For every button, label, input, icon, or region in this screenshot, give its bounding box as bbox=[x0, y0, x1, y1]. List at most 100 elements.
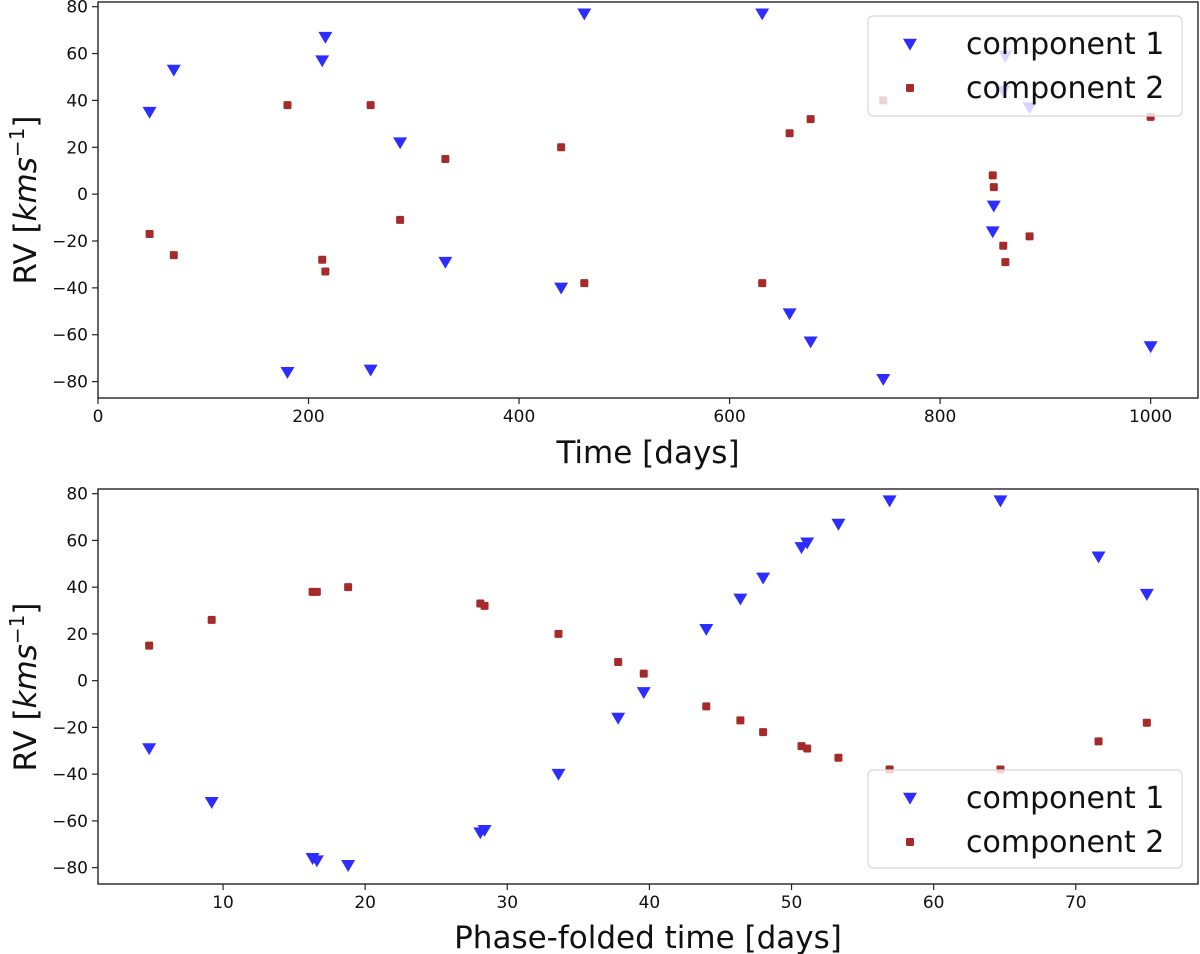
data-point-component-1 bbox=[315, 55, 330, 68]
y-tick-label: −40 bbox=[52, 279, 88, 299]
data-point-component-2 bbox=[366, 101, 375, 110]
y-tick-label: −20 bbox=[52, 718, 88, 738]
data-point-component-1 bbox=[699, 623, 714, 636]
data-point-component-1 bbox=[363, 364, 378, 377]
data-point-component-1 bbox=[341, 860, 356, 872]
y-axis-title-unit: kms bbox=[8, 157, 44, 221]
data-point-component-1 bbox=[309, 855, 324, 868]
data-point-component-1 bbox=[755, 8, 770, 21]
series-component-2 bbox=[145, 96, 1155, 288]
data-point-component-1 bbox=[831, 518, 846, 531]
x-tick-label: 1000 bbox=[1129, 407, 1172, 427]
data-point-component-2 bbox=[580, 279, 589, 288]
data-point-component-2 bbox=[999, 241, 1008, 250]
series-component-1 bbox=[142, 8, 1158, 386]
x-tick-label: 600 bbox=[713, 407, 745, 427]
data-point-component-1 bbox=[993, 495, 1008, 508]
data-point-component-2 bbox=[321, 267, 330, 276]
y-tick-label: 80 bbox=[66, 0, 88, 18]
data-point-component-2 bbox=[988, 171, 997, 180]
y-tick-label: −40 bbox=[52, 765, 88, 785]
data-point-component-1 bbox=[280, 366, 295, 379]
legend-label-component-2: component 2 bbox=[966, 71, 1164, 106]
data-point-component-2 bbox=[702, 702, 711, 711]
legend-marker-component-1 bbox=[903, 792, 917, 805]
data-point-component-1 bbox=[1091, 551, 1106, 564]
plot-frame bbox=[97, 1, 1199, 399]
data-point-component-2 bbox=[736, 716, 745, 725]
data-point-component-1 bbox=[756, 572, 771, 585]
data-point-component-2 bbox=[834, 753, 843, 762]
y-tick-label: 20 bbox=[66, 138, 88, 158]
data-point-component-2 bbox=[207, 615, 216, 624]
data-point-component-2 bbox=[145, 229, 154, 238]
data-point-component-2 bbox=[639, 669, 648, 678]
data-point-component-2 bbox=[1001, 258, 1010, 267]
x-tick-label: 30 bbox=[496, 893, 518, 913]
x-tick-label: 70 bbox=[1065, 893, 1087, 913]
legend-label-component-2: component 2 bbox=[966, 825, 1164, 860]
x-axis-title: Time [days] bbox=[555, 435, 739, 471]
x-tick-label: 400 bbox=[503, 407, 535, 427]
data-point-component-1 bbox=[782, 308, 797, 321]
x-tick-label: 20 bbox=[354, 893, 376, 913]
data-point-component-1 bbox=[636, 687, 651, 699]
legend-label-component-1: component 1 bbox=[966, 781, 1164, 816]
data-point-component-2 bbox=[785, 129, 794, 138]
data-point-component-1 bbox=[477, 824, 492, 837]
legend: component 1 component 2 bbox=[867, 769, 1183, 869]
data-point-component-2 bbox=[1094, 737, 1103, 746]
legend-label-component-1: component 1 bbox=[966, 27, 1164, 62]
data-point-component-2 bbox=[344, 583, 353, 592]
data-point-component-1 bbox=[876, 374, 891, 386]
y-axis-title-exponent: −1 bbox=[5, 615, 29, 644]
data-point-component-2 bbox=[557, 143, 566, 152]
series-component-2 bbox=[145, 583, 1151, 774]
data-point-component-2 bbox=[1025, 232, 1034, 241]
data-point-component-1 bbox=[1139, 588, 1154, 601]
plot-frame bbox=[97, 488, 1199, 885]
data-point-component-1 bbox=[204, 796, 219, 809]
data-point-component-2 bbox=[283, 101, 292, 110]
x-axis-title: Phase-folded time [days] bbox=[454, 920, 842, 954]
data-point-component-1 bbox=[800, 537, 815, 550]
y-tick-label: 0 bbox=[77, 672, 88, 692]
y-axis-title-suffix: ] bbox=[8, 603, 44, 615]
legend-marker-component-1 bbox=[903, 38, 917, 51]
y-tick-label: 0 bbox=[77, 185, 88, 205]
x-tick-label: 50 bbox=[781, 893, 803, 913]
data-point-component-1 bbox=[438, 256, 453, 269]
legend: component 1 component 2 bbox=[867, 15, 1183, 117]
data-point-component-2 bbox=[441, 154, 450, 163]
data-point-component-2 bbox=[614, 657, 623, 666]
data-point-component-2 bbox=[318, 255, 327, 264]
y-tick-label: 60 bbox=[66, 45, 88, 65]
data-point-component-1 bbox=[577, 8, 592, 21]
y-tick-label: −60 bbox=[52, 812, 88, 832]
data-point-component-2 bbox=[312, 587, 321, 596]
data-point-component-2 bbox=[806, 115, 815, 124]
data-point-component-1 bbox=[882, 495, 897, 508]
x-tick-label: 60 bbox=[923, 893, 945, 913]
y-tick-label: 20 bbox=[66, 625, 88, 645]
y-tick-label: 40 bbox=[66, 578, 88, 598]
legend-marker-component-2 bbox=[906, 838, 914, 846]
series-component-1 bbox=[142, 495, 1154, 872]
x-tick-label: 800 bbox=[924, 407, 956, 427]
data-point-component-2 bbox=[759, 728, 768, 737]
data-point-component-2 bbox=[480, 601, 489, 610]
x-tick-label: 40 bbox=[639, 893, 661, 913]
data-point-component-1 bbox=[142, 106, 157, 119]
data-point-component-1 bbox=[554, 282, 569, 295]
legend-marker-component-2 bbox=[906, 84, 914, 92]
x-tick-label: 10 bbox=[212, 893, 234, 913]
y-axis-title-exponent: −1 bbox=[5, 128, 29, 157]
data-point-component-2 bbox=[554, 629, 563, 638]
y-tick-label: 80 bbox=[66, 485, 88, 505]
data-point-component-1 bbox=[803, 336, 818, 349]
data-point-component-1 bbox=[733, 593, 748, 606]
data-point-component-1 bbox=[611, 712, 626, 725]
rv-vs-time-panel: 0 200 400 600 800 1000 −80 −60 −40 −20 0 20 40 60 80 Ti… bbox=[5, 0, 1199, 471]
rv-vs-phase-folded-time-panel: 10 20 30 40 50 60 70 −80 −60 −40 −20 0 20 40 60 80 Phase… bbox=[5, 485, 1199, 954]
